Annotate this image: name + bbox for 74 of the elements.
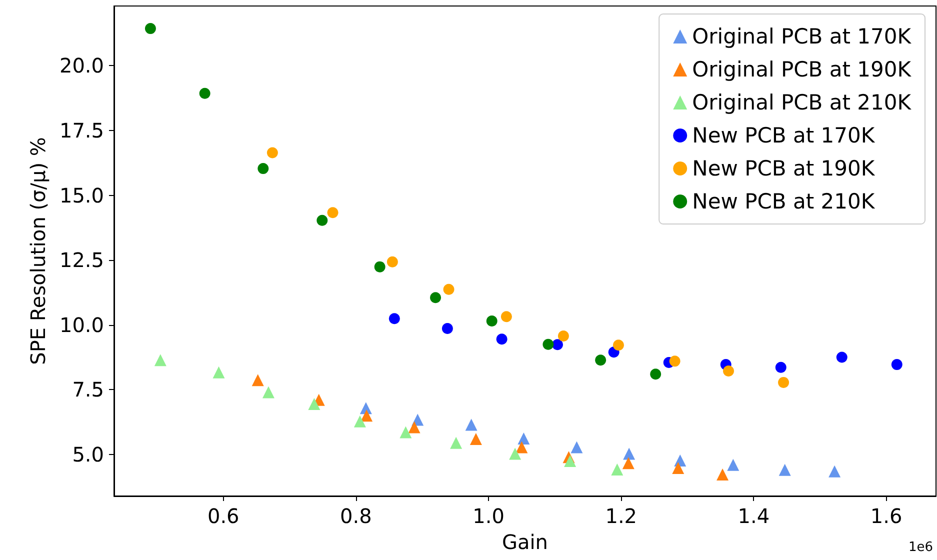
point <box>828 465 841 478</box>
point <box>669 356 680 367</box>
point <box>252 374 264 386</box>
point <box>650 368 662 380</box>
point <box>374 261 386 272</box>
point <box>465 418 478 431</box>
y-tick-label: 20.0 <box>59 54 104 78</box>
point <box>486 316 498 326</box>
point <box>199 88 210 99</box>
x-tick-label: 0.8 <box>340 504 372 528</box>
point <box>612 340 624 351</box>
point <box>408 421 420 434</box>
x-tick-label: 1.4 <box>738 504 770 528</box>
x-tick-label: 1.6 <box>870 504 902 528</box>
point <box>518 432 530 444</box>
x-tick-label: 0.6 <box>207 504 240 528</box>
text: 1e6 <box>908 540 934 555</box>
x-axis-title: Gain <box>502 530 548 554</box>
point <box>723 366 734 377</box>
legend-label: New PCB at 190K <box>692 156 876 180</box>
y-axis-title: SPE Resolution (σ/μ) % <box>26 137 50 365</box>
point <box>558 330 569 342</box>
point <box>623 448 636 460</box>
point <box>622 457 634 470</box>
point <box>570 441 583 454</box>
point <box>500 311 512 322</box>
x-tick-label: 1.2 <box>605 504 638 528</box>
y-tick-label: 15.0 <box>59 183 104 208</box>
legend-label: Original PCB at 190K <box>692 58 912 82</box>
y-tick-label: 12.5 <box>59 248 104 272</box>
point <box>778 376 790 388</box>
point <box>266 147 278 158</box>
point <box>496 334 508 345</box>
point <box>836 352 848 363</box>
legend-label: Original PCB at 210K <box>692 90 912 114</box>
point <box>470 432 482 445</box>
point <box>450 436 462 449</box>
point <box>154 354 166 366</box>
point <box>442 323 453 334</box>
point <box>775 362 786 373</box>
point <box>258 163 269 174</box>
point <box>509 448 522 460</box>
point <box>360 410 373 422</box>
point <box>778 464 791 476</box>
point <box>388 313 400 324</box>
point <box>212 366 225 378</box>
point <box>400 426 412 438</box>
point <box>552 339 563 350</box>
point <box>327 207 338 218</box>
point <box>262 386 274 398</box>
point <box>727 458 740 471</box>
point <box>443 284 454 295</box>
point <box>611 464 624 476</box>
point <box>316 214 328 226</box>
point <box>516 441 528 454</box>
y-tick-label: 17.5 <box>59 118 104 142</box>
y-tick-label: 7.5 <box>72 378 104 402</box>
point <box>542 338 554 350</box>
x-tick-label: 1.0 <box>472 504 504 528</box>
point <box>595 354 606 366</box>
point <box>430 292 442 304</box>
legend-label: New PCB at 210K <box>692 190 876 214</box>
legend-label: New PCB at 170K <box>692 124 876 148</box>
point <box>308 398 320 410</box>
point <box>716 468 729 480</box>
y-tick-label: 10.0 <box>59 312 104 337</box>
point <box>564 455 576 467</box>
point <box>891 359 902 370</box>
y-tick-label: 5.0 <box>72 442 104 467</box>
point <box>144 23 156 34</box>
point <box>672 462 684 474</box>
legend-label: Original PCB at 170K <box>692 24 912 48</box>
point <box>354 415 366 428</box>
point <box>386 256 398 268</box>
